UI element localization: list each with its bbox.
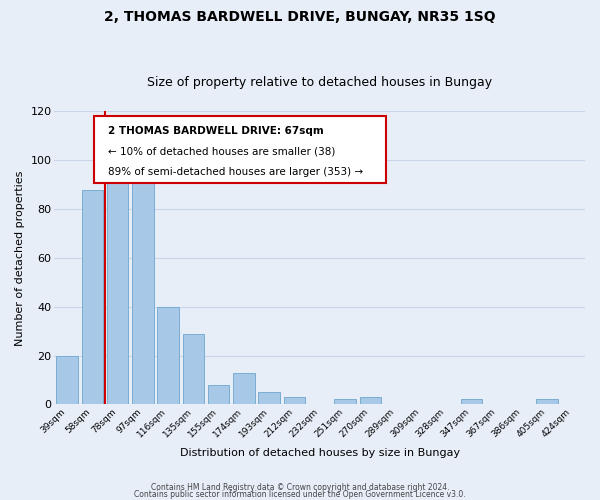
- Title: Size of property relative to detached houses in Bungay: Size of property relative to detached ho…: [147, 76, 492, 90]
- Text: Contains public sector information licensed under the Open Government Licence v3: Contains public sector information licen…: [134, 490, 466, 499]
- Bar: [284, 397, 305, 404]
- Bar: [82, 190, 103, 404]
- Bar: [536, 400, 558, 404]
- FancyBboxPatch shape: [94, 116, 386, 183]
- Bar: [259, 392, 280, 404]
- Text: Contains HM Land Registry data © Crown copyright and database right 2024.: Contains HM Land Registry data © Crown c…: [151, 484, 449, 492]
- Text: 2 THOMAS BARDWELL DRIVE: 67sqm: 2 THOMAS BARDWELL DRIVE: 67sqm: [107, 126, 323, 136]
- X-axis label: Distribution of detached houses by size in Bungay: Distribution of detached houses by size …: [179, 448, 460, 458]
- Text: 89% of semi-detached houses are larger (353) →: 89% of semi-detached houses are larger (…: [107, 167, 362, 177]
- Bar: [107, 172, 128, 404]
- Bar: [132, 178, 154, 404]
- Text: 2, THOMAS BARDWELL DRIVE, BUNGAY, NR35 1SQ: 2, THOMAS BARDWELL DRIVE, BUNGAY, NR35 1…: [104, 10, 496, 24]
- Bar: [157, 306, 179, 404]
- Bar: [233, 372, 254, 404]
- Bar: [56, 356, 78, 405]
- Bar: [208, 385, 229, 404]
- Bar: [461, 400, 482, 404]
- Y-axis label: Number of detached properties: Number of detached properties: [15, 170, 25, 346]
- Bar: [334, 400, 356, 404]
- Bar: [182, 334, 204, 404]
- Text: ← 10% of detached houses are smaller (38): ← 10% of detached houses are smaller (38…: [107, 146, 335, 156]
- Bar: [359, 397, 381, 404]
